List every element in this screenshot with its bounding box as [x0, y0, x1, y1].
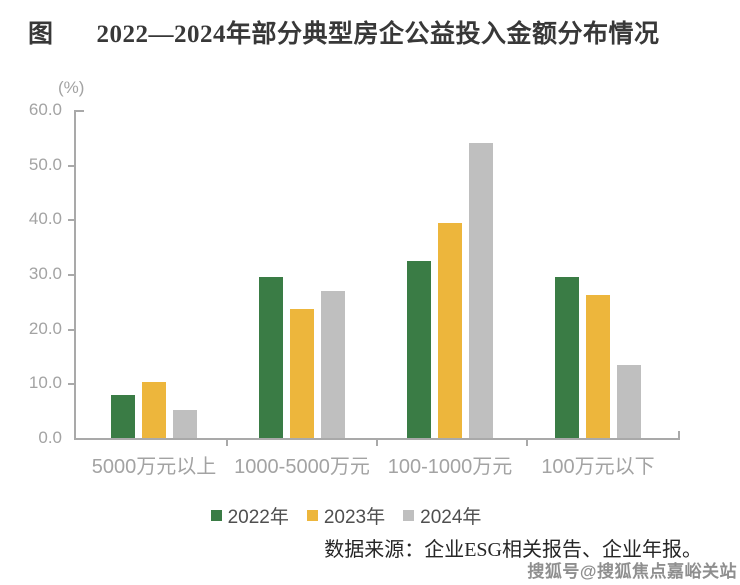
x-axis-category-label: 1000-5000万元: [234, 456, 370, 478]
y-axis-tick: [68, 328, 74, 331]
bar-2023年-1000-5000万元: [290, 309, 314, 438]
bar-2023年-100-1000万元: [438, 223, 462, 438]
figure-label: 图: [28, 21, 54, 48]
bar-2024年-1000-5000万元: [321, 291, 345, 438]
legend-label: 2024年: [420, 507, 482, 528]
legend-item-2024年: 2024年: [403, 502, 481, 529]
x-axis-category-label: 100万元以下: [541, 456, 655, 478]
figure-title: 图 2022—2024年部分典型房企公益投入金额分布情况: [28, 14, 730, 50]
bar-2024年-5000万元以上: [173, 410, 197, 438]
y-axis-tick-label: 30.0: [28, 264, 62, 283]
watermark-text: 搜狐号@搜狐焦点嘉峪关站: [527, 562, 737, 581]
y-axis-tick: [68, 164, 74, 167]
data-source-note: 数据来源：企业ESG相关报告、企业年报。: [324, 539, 702, 561]
y-axis-tick-label: 20.0: [28, 318, 62, 338]
y-axis-line: [74, 110, 76, 440]
legend-label: 2023年: [323, 507, 386, 528]
bar-2022年-100万元以下: [555, 277, 579, 438]
x-axis-category-label: 5000万元以上: [91, 456, 217, 478]
y-axis-tick-label: 60.0: [28, 100, 62, 119]
bar-2023年-100万元以下: [586, 295, 610, 438]
legend-item-2023年: 2023年: [306, 502, 386, 529]
y-axis-tick-label: 50.0: [28, 154, 62, 174]
legend-swatch-icon: [403, 510, 415, 521]
legend-swatch-icon: [210, 510, 222, 521]
x-axis-tick: [376, 440, 378, 446]
legend-item-2022年: 2022年: [210, 502, 289, 529]
y-axis-tick: [76, 110, 84, 112]
y-axis-unit-label: (%): [58, 78, 85, 97]
bar-2024年-100-1000万元: [469, 143, 493, 438]
chart-legend: 2022年 2023年 2024年: [0, 502, 692, 529]
legend-swatch-icon: [306, 510, 318, 521]
figure-title-text: 2022—2024年部分典型房企公益投入金额分布情况: [96, 21, 660, 48]
x-axis-tick: [526, 440, 528, 446]
bar-2022年-100-1000万元: [407, 261, 431, 438]
y-axis-tick: [68, 274, 74, 276]
x-axis-end-cap: [678, 431, 680, 438]
y-axis-tick-label: 40.0: [28, 209, 62, 229]
y-axis-tick: [68, 383, 74, 386]
x-axis-category-label: 100-1000万元: [387, 456, 513, 478]
x-axis-tick: [226, 440, 228, 446]
bar-2022年-5000万元以上: [111, 395, 135, 438]
bar-2023年-5000万元以上: [142, 382, 166, 438]
bar-2024年-100万元以下: [617, 365, 641, 438]
legend-label: 2022年: [227, 507, 289, 528]
y-axis-tick: [68, 219, 74, 222]
bar-2022年-1000-5000万元: [259, 277, 283, 438]
x-axis-line: [74, 438, 680, 440]
y-axis-tick-label: 0.0: [38, 428, 62, 447]
y-axis-tick-label: 10.0: [28, 373, 62, 393]
